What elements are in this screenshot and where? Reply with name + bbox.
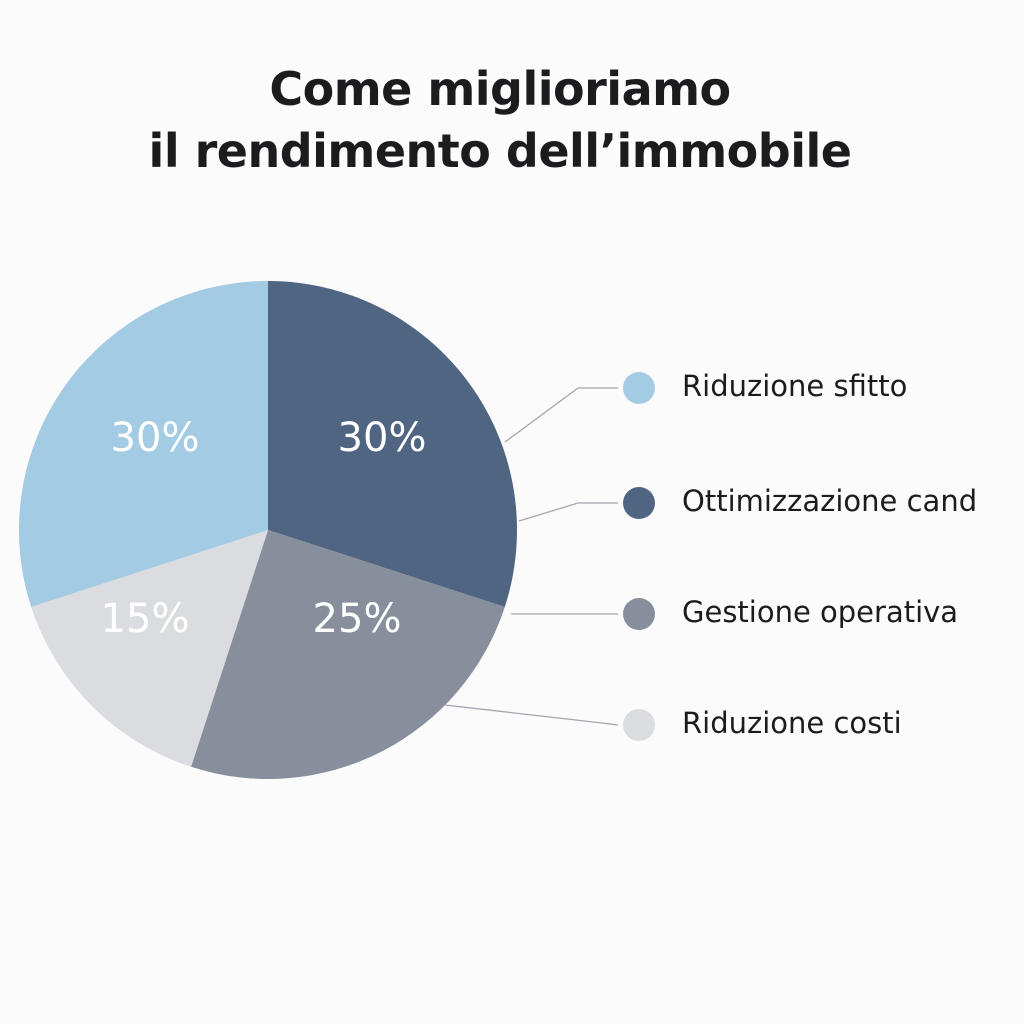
legend-label: Gestione operativa xyxy=(682,595,958,629)
legend-swatch xyxy=(623,598,655,630)
pie-slice-riduzione-sfitto xyxy=(19,281,269,607)
chart-title-line-1: Come miglioriamo xyxy=(269,62,731,116)
slice-value-label: 15% xyxy=(101,596,190,642)
leader-line xyxy=(518,502,618,522)
legend-swatch xyxy=(623,487,655,519)
legend-label: Ottimizzazione cand xyxy=(682,484,977,518)
slice-labels: 30% 30% 25% 15% xyxy=(101,415,427,642)
legend: Riduzione sfitto Ottimizzazione cand Gesti… xyxy=(623,369,977,741)
slice-value-label: 30% xyxy=(338,415,427,461)
pie-slice-ottimizzazione-cand xyxy=(268,281,517,607)
leader-line xyxy=(504,387,618,443)
leader-lines xyxy=(444,387,619,726)
chart-title: Come miglioriamo il rendimento dell’immo… xyxy=(0,58,1000,182)
legend-swatch xyxy=(623,372,655,404)
pie-slices xyxy=(19,281,517,779)
legend-label: Riduzione costi xyxy=(682,706,902,740)
slice-value-label: 30% xyxy=(111,415,200,461)
legend-label: Riduzione sfitto xyxy=(682,369,907,403)
slice-value-label: 25% xyxy=(313,596,402,642)
legend-swatch xyxy=(623,709,655,741)
leader-line xyxy=(444,704,619,726)
pie-slice-riduzione-costi xyxy=(31,530,268,767)
chart-title-line-2: il rendimento dell’immobile xyxy=(148,124,852,178)
pie-slice-gestione-operativa xyxy=(191,530,505,779)
